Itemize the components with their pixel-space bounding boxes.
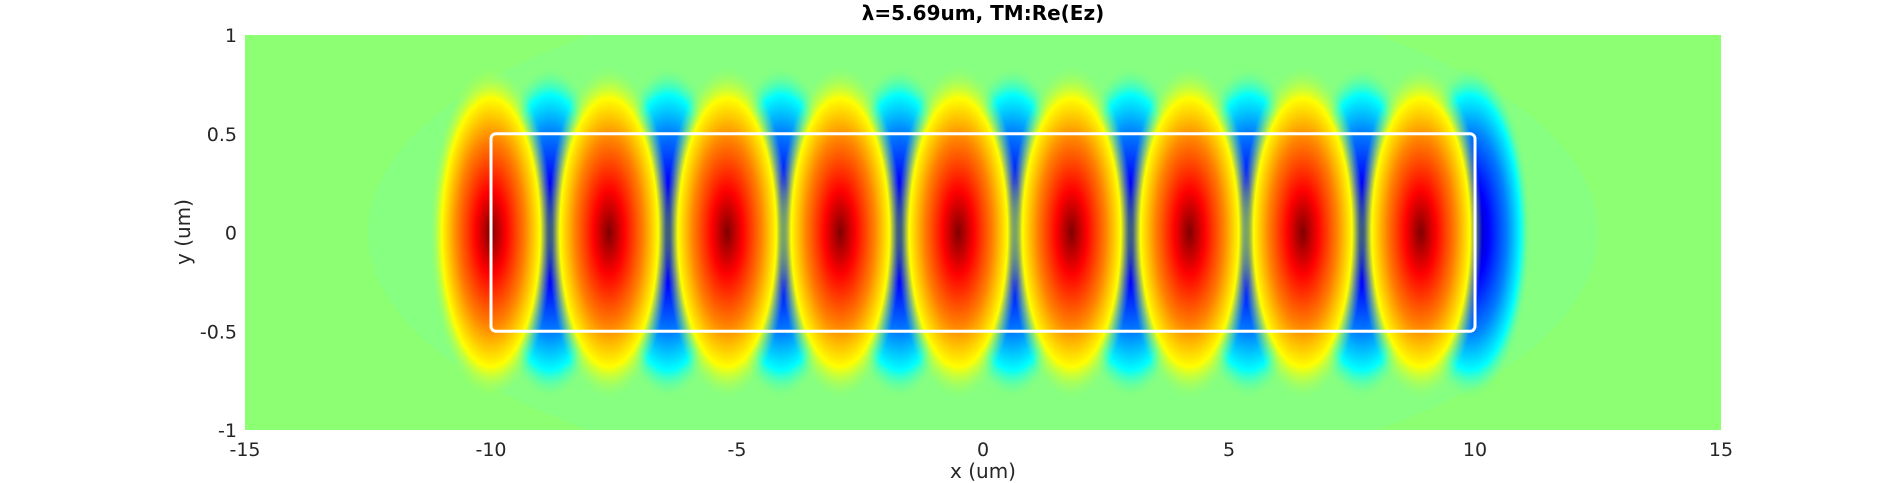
positive-lobe bbox=[778, 64, 902, 401]
x-tick-label: 0 bbox=[977, 439, 989, 461]
y-tick-label: 0.5 bbox=[207, 124, 237, 146]
heatmap-field bbox=[368, 35, 1598, 430]
y-tick-label: 0 bbox=[225, 223, 237, 245]
positive-lobe bbox=[1359, 64, 1483, 401]
positive-lobe bbox=[665, 64, 789, 401]
positive-lobe bbox=[547, 64, 671, 401]
plot-area bbox=[245, 35, 1721, 430]
x-axis-label: x (um) bbox=[950, 459, 1016, 483]
positive-lobe bbox=[1241, 64, 1365, 401]
x-tick-label: -15 bbox=[229, 439, 260, 461]
y-tick-label: 1 bbox=[225, 25, 237, 47]
x-tick-label: -5 bbox=[728, 439, 747, 461]
x-tick-label: 15 bbox=[1709, 439, 1733, 461]
y-tick-label: -1 bbox=[218, 420, 237, 442]
y-axis: 1 0.5 0 -0.5 -1 bbox=[200, 25, 237, 442]
y-axis-label: y (um) bbox=[171, 199, 195, 265]
x-axis: -15 -10 -5 0 5 10 15 bbox=[229, 439, 1733, 461]
positive-lobe bbox=[896, 64, 1020, 401]
waveguide-outline bbox=[489, 132, 1477, 333]
positive-lobe bbox=[1010, 64, 1134, 401]
x-tick-label: 10 bbox=[1463, 439, 1487, 461]
positive-lobe bbox=[1128, 64, 1252, 401]
chart-title: λ=5.69um, TM:Re(Ez) bbox=[862, 1, 1105, 25]
x-tick-label: -10 bbox=[475, 439, 506, 461]
y-tick-label: -0.5 bbox=[200, 321, 237, 343]
x-tick-label: 5 bbox=[1223, 439, 1235, 461]
